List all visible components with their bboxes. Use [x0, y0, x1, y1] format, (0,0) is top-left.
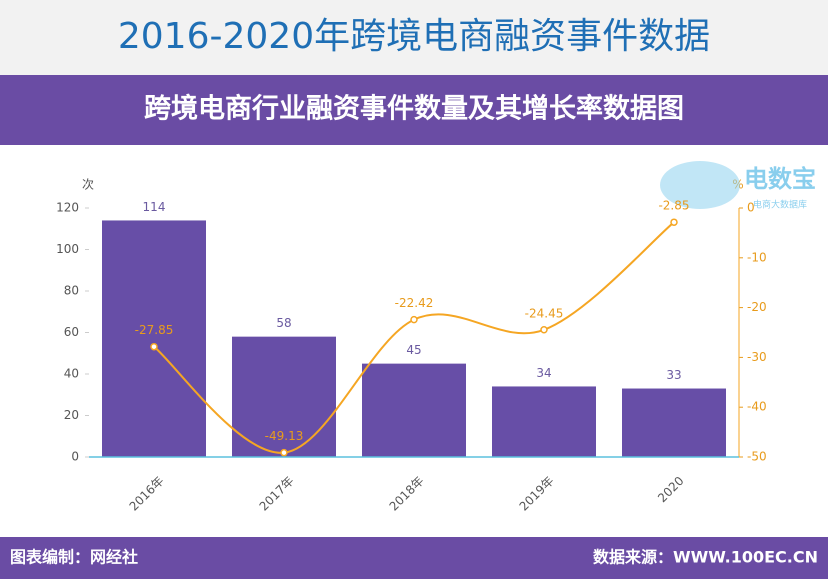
watermark-title: 电数宝	[744, 165, 816, 193]
header-bg	[0, 0, 828, 75]
y2-tick-label: -10	[747, 250, 767, 264]
bar-value-label: 34	[536, 366, 551, 380]
title-band	[0, 75, 828, 145]
header-title: 2016-2020年跨境电商融资事件数据	[118, 16, 710, 57]
watermark: 电数宝 电商大数据库	[660, 161, 816, 211]
footer-left: 图表编制：网经社	[10, 548, 138, 567]
footer-right: 数据来源：WWW.100EC.CN	[593, 548, 818, 567]
line-point	[280, 448, 288, 457]
line-value-label: -22.42	[395, 296, 434, 310]
bar	[232, 336, 336, 457]
bar-value-label: 58	[276, 316, 291, 330]
y2-tick-label: -30	[747, 350, 767, 364]
y-tick-label: 40	[64, 367, 79, 381]
y-tick-label: 0	[71, 450, 79, 464]
line-point	[150, 342, 158, 351]
bar-value-label: 114	[143, 200, 166, 214]
y-tick-label: 100	[56, 242, 79, 256]
line-point	[540, 326, 548, 334]
line-value-label: -24.45	[525, 306, 564, 320]
bar	[102, 220, 206, 457]
bar	[492, 386, 596, 457]
line-value-label: -49.13	[265, 429, 304, 443]
y2-tick-label: -50	[747, 450, 767, 464]
y-tick-label: 80	[64, 284, 79, 298]
chart-title: 跨境电商行业融资事件数量及其增长率数据图	[144, 93, 684, 125]
bar	[362, 363, 466, 457]
bar	[622, 388, 726, 457]
y2-tick-label: -20	[747, 300, 767, 314]
watermark-cloud	[660, 161, 740, 209]
watermark-subtitle: 电商大数据库	[753, 199, 807, 211]
line-value-label: -2.85	[658, 199, 689, 213]
y2-tick-label: -40	[747, 400, 767, 414]
y-tick-label: 60	[64, 325, 79, 339]
footer-band	[0, 537, 828, 579]
y-tick-label: 120	[56, 201, 79, 215]
y-tick-label: 20	[64, 408, 79, 422]
line-point	[410, 315, 418, 324]
y-axis-label: 次	[82, 178, 94, 192]
bar-value-label: 45	[406, 343, 421, 357]
bar-value-label: 33	[666, 368, 681, 382]
line-value-label: -27.85	[135, 323, 174, 337]
y2-tick-label: 0	[747, 201, 755, 215]
line-point	[670, 218, 678, 226]
